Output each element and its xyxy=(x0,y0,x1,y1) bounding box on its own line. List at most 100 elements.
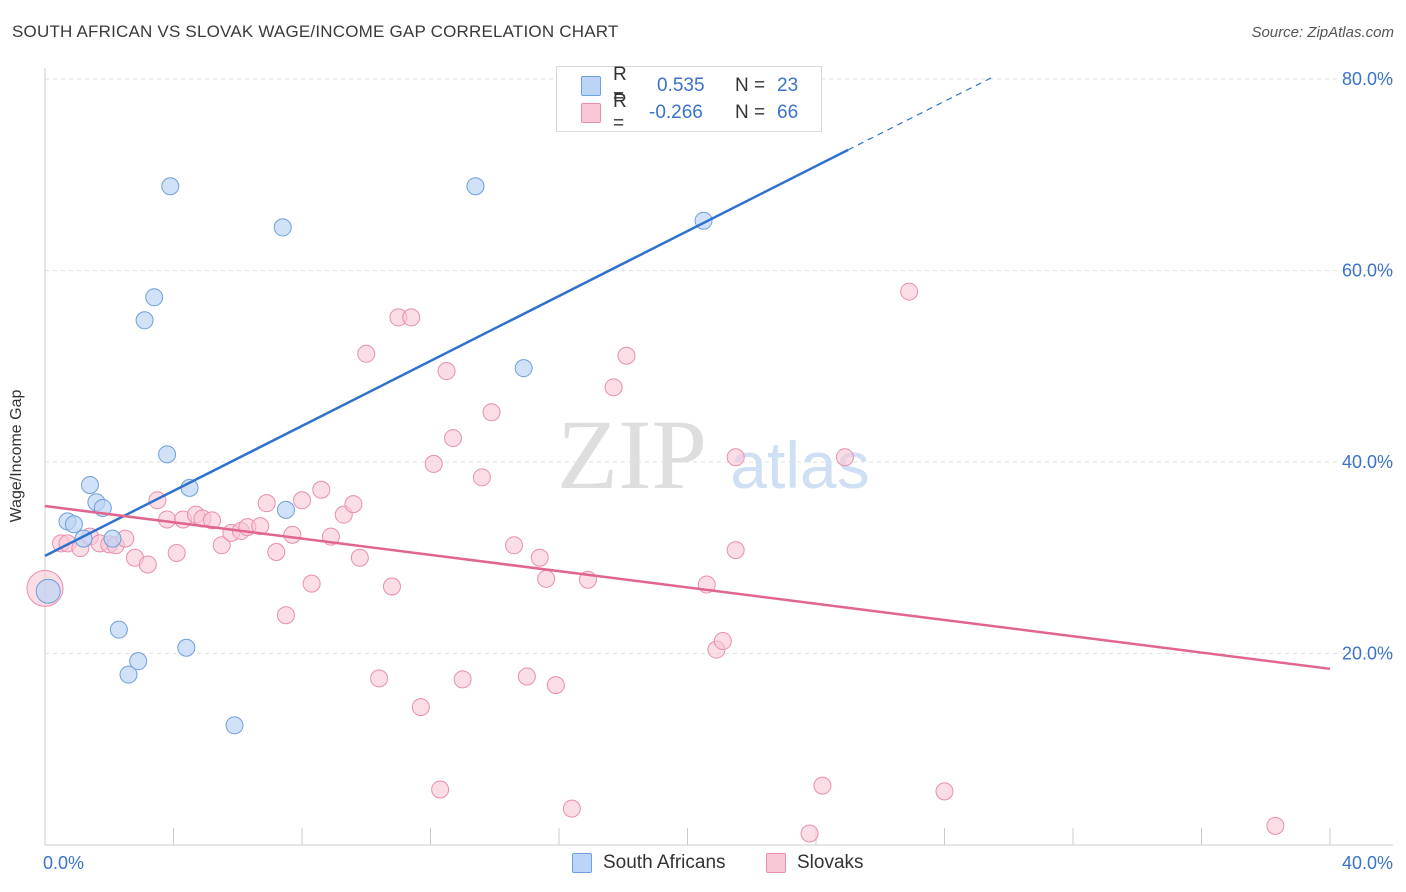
slovaks-point xyxy=(517,667,536,686)
south-africans-point xyxy=(135,311,154,330)
bottom-legend-label: Slovaks xyxy=(797,852,864,873)
bottom-legend-swatch-pink xyxy=(766,853,786,873)
legend-n-label: N = xyxy=(735,75,766,96)
legend-r-label: R = xyxy=(613,91,627,134)
slovaks-point xyxy=(158,510,177,529)
y-tick-label: 40.0% xyxy=(1342,452,1393,472)
south-africans-point xyxy=(225,716,244,735)
slovaks-point xyxy=(443,429,462,448)
slovaks-point xyxy=(267,543,286,562)
slovaks-point xyxy=(293,491,311,510)
grid-lines xyxy=(45,78,1393,654)
slovaks-point xyxy=(424,454,443,473)
slovaks-point xyxy=(562,799,581,818)
legend-n-value: 66 xyxy=(777,102,799,123)
slovaks-point xyxy=(382,577,401,596)
slovaks-point xyxy=(453,670,472,689)
legend-row-slovaks: R = -0.266 N = 66 xyxy=(581,91,799,134)
slovaks-point xyxy=(935,782,954,801)
south-africans-point xyxy=(177,638,196,657)
slovaks-point xyxy=(257,494,276,513)
chart-title: SOUTH AFRICAN VS SLOVAK WAGE/INCOME GAP … xyxy=(12,22,619,41)
slovaks-point xyxy=(472,468,491,487)
south-africans-point xyxy=(466,177,485,196)
south-africans-point xyxy=(161,177,180,196)
slovaks-point xyxy=(604,378,623,397)
slovaks-point xyxy=(530,548,549,567)
slovaks-trend-line xyxy=(44,504,1331,671)
slovaks-point xyxy=(1266,816,1285,835)
legend-row-south-africans: R = 0.535 N = 23 xyxy=(581,64,799,107)
x-tick-label: 0.0% xyxy=(43,853,84,873)
watermark-zip: ZIP xyxy=(557,399,707,510)
slovaks-point xyxy=(800,824,819,843)
slovaks-point xyxy=(251,517,270,536)
legend: R = 0.535 N = 23 R = -0.266 N = 66 xyxy=(556,64,822,134)
source-note: Source: ZipAtlas.com xyxy=(1251,24,1394,41)
slovaks-point xyxy=(402,308,421,327)
bottom-legend-swatch-blue xyxy=(572,853,592,873)
slovaks-point xyxy=(312,480,331,499)
south-africans-point xyxy=(129,652,148,671)
slovaks-point xyxy=(138,555,157,574)
slovaks-point xyxy=(302,574,321,593)
south-africans-point xyxy=(514,359,533,378)
x-tick-label: 40.0% xyxy=(1342,853,1393,873)
bottom-legend-label: South Africans xyxy=(603,852,726,873)
bottom-legend-slovaks: Slovaks xyxy=(766,852,864,874)
slovaks-point xyxy=(726,541,745,560)
slovaks-point xyxy=(617,346,636,365)
slovaks-point xyxy=(546,676,565,695)
slovaks-point xyxy=(813,776,832,795)
south-africans-point xyxy=(119,665,138,684)
slovaks-point xyxy=(411,698,430,717)
bottom-legend: South Africans Slovaks xyxy=(0,852,1406,876)
south-africans-point xyxy=(158,445,177,464)
south-africans-point xyxy=(35,578,61,604)
slovaks-point xyxy=(357,344,376,363)
south-africans-point xyxy=(276,500,295,519)
slovaks-point xyxy=(283,525,302,544)
south-africans-point xyxy=(80,475,99,494)
slovaks-point xyxy=(713,632,732,651)
axes xyxy=(44,68,1393,846)
slovaks-point xyxy=(726,448,745,467)
y-tick-label: 80.0% xyxy=(1342,69,1393,89)
south-africans-points xyxy=(35,177,713,735)
slovaks-point xyxy=(344,495,363,514)
y-tick-label: 20.0% xyxy=(1342,644,1393,664)
y-tick-label: 60.0% xyxy=(1342,261,1393,281)
slovaks-point xyxy=(276,606,295,625)
slovaks-point xyxy=(370,669,389,688)
trend-lines xyxy=(44,76,1331,671)
legend-swatch-pink xyxy=(581,103,601,123)
south-africans-trend-extension xyxy=(847,76,993,151)
legend-n-value: 23 xyxy=(777,75,799,96)
slovaks-point xyxy=(437,362,456,381)
slovaks-point xyxy=(212,536,231,555)
legend-swatch-blue xyxy=(581,76,601,96)
legend-n-label: N = xyxy=(735,102,766,123)
slovaks-point xyxy=(835,448,854,467)
legend-r-value: -0.266 xyxy=(649,102,703,123)
south-africans-point xyxy=(103,529,122,548)
bottom-legend-south-africans: South Africans xyxy=(572,852,726,874)
slovaks-point xyxy=(900,282,919,301)
slovaks-point xyxy=(537,569,556,588)
slovaks-points xyxy=(26,282,1285,843)
south-africans-point xyxy=(145,288,164,307)
south-africans-point xyxy=(109,620,128,639)
slovaks-point xyxy=(431,780,450,799)
slovaks-point xyxy=(167,543,186,562)
south-africans-point xyxy=(64,515,83,534)
south-africans-trend-line xyxy=(44,148,849,557)
slovaks-point xyxy=(350,548,369,567)
slovaks-point xyxy=(203,511,222,530)
legend-r-label: R = xyxy=(613,64,627,107)
slovaks-point xyxy=(482,403,501,422)
slovaks-point xyxy=(505,536,524,555)
south-africans-point xyxy=(273,218,292,237)
tick-labels: 20.0% 40.0% 60.0% 80.0% 0.0% 40.0% xyxy=(43,69,1393,873)
legend-r-value: 0.535 xyxy=(657,75,705,96)
